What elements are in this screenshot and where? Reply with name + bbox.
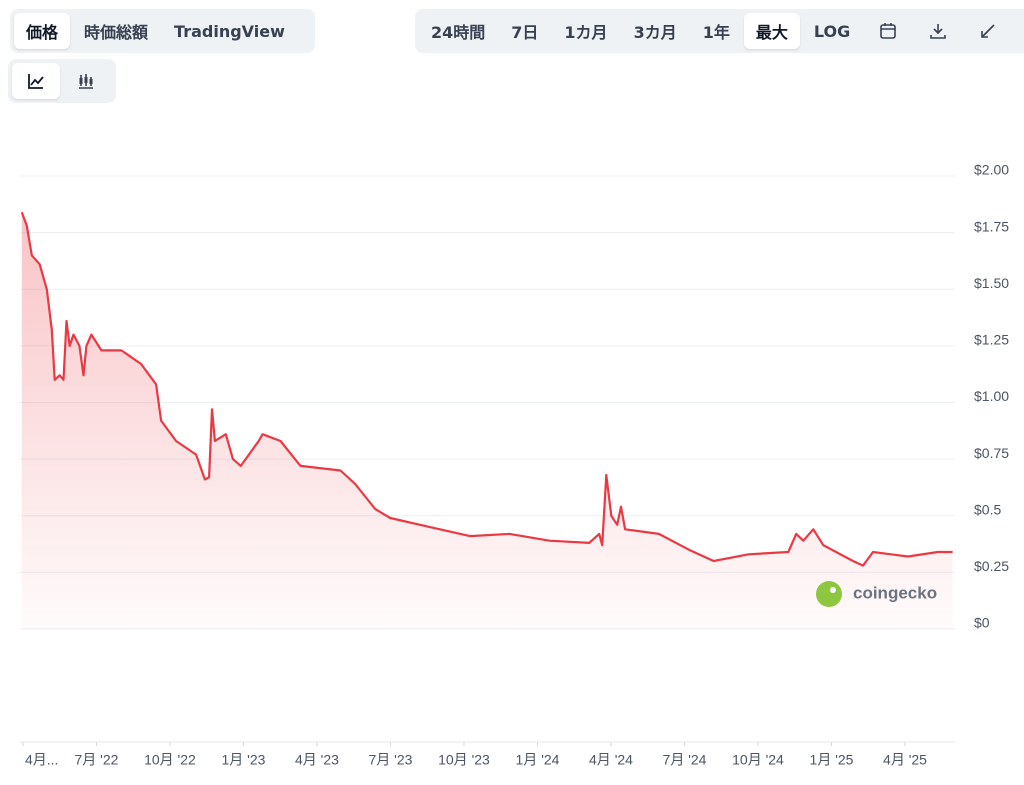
y-tick-label: $1.50 [974, 275, 1009, 291]
x-tick-label: 7月 '24 [663, 752, 707, 768]
watermark: coingecko [816, 581, 937, 607]
download-button[interactable] [914, 13, 962, 49]
range-tab[interactable]: 24時間 [431, 23, 486, 42]
y-tick-label: $2.00 [974, 162, 1009, 178]
view-tab[interactable]: TradingView [174, 21, 285, 41]
icon-path [881, 23, 896, 30]
watermark-text: coingecko [853, 583, 937, 602]
download-button-icon [930, 24, 947, 39]
plot [20, 211, 953, 629]
view-tab[interactable]: 価格 [14, 13, 71, 49]
icon-path [84, 77, 88, 83]
icon-path [880, 24, 897, 39]
range-tab[interactable]: 3カ月 [633, 23, 677, 42]
y-tick-label: $1.75 [974, 218, 1009, 234]
icon-path [28, 74, 44, 89]
expand-button-icon [981, 24, 995, 38]
x-tick-label: 4月... [25, 752, 58, 768]
price-line [20, 211, 953, 567]
x-tick-label: 10月 '23 [438, 752, 490, 768]
view-tab[interactable]: 時価総額 [84, 23, 149, 42]
range-tab[interactable]: 7日 [511, 23, 539, 42]
y-tick-label: $0.75 [974, 445, 1009, 461]
icon-path [79, 78, 83, 84]
candle-chart-button[interactable] [62, 63, 110, 99]
range-tabs: 24時間 7日 1カ月 3カ月 1年 最大 LOG [415, 9, 1024, 53]
chart-type-tabs [8, 59, 116, 103]
x-tick-label: 10月 '22 [144, 752, 196, 768]
line-chart-button[interactable] [12, 63, 60, 99]
area-fill [21, 212, 953, 629]
x-tick-label: 7月 '23 [369, 752, 413, 768]
y-tick-label: $0 [974, 615, 990, 631]
x-tick-label: 1月 '24 [516, 752, 560, 768]
y-tick-label: $1.00 [974, 388, 1009, 404]
candle-chart-icon [79, 74, 93, 89]
y-tick-label: $0.25 [974, 558, 1009, 574]
range-tab[interactable]: LOG [813, 21, 851, 41]
line-chart-icon [28, 74, 44, 89]
icon-path [89, 79, 93, 84]
watermark-logo [816, 581, 842, 607]
range-tab[interactable]: 最大 [743, 13, 800, 49]
watermark-logo-eye [830, 587, 836, 593]
view-tabs: 価格 時価総額 TradingView [10, 9, 315, 53]
icon-path [981, 24, 995, 38]
icon-path [930, 24, 947, 39]
x-tick-label: 4月 '24 [589, 752, 633, 768]
range-tab[interactable]: 1年 [702, 23, 730, 42]
expand-button[interactable] [964, 13, 1012, 49]
y-tick-label: $0.5 [974, 501, 1001, 517]
calendar-button-icon [880, 23, 897, 39]
x-tick-label: 4月 '25 [883, 752, 927, 768]
x-tick-label: 7月 '22 [74, 752, 118, 768]
x-tick-label: 1月 '23 [221, 752, 265, 768]
x-tick-label: 1月 '25 [810, 752, 854, 768]
y-tick-label: $1.25 [974, 332, 1009, 348]
range-tab[interactable]: 1カ月 [564, 23, 608, 42]
x-tick-label: 4月 '23 [295, 752, 339, 768]
x-tick-label: 10月 '24 [732, 752, 784, 768]
calendar-button[interactable] [864, 13, 912, 49]
